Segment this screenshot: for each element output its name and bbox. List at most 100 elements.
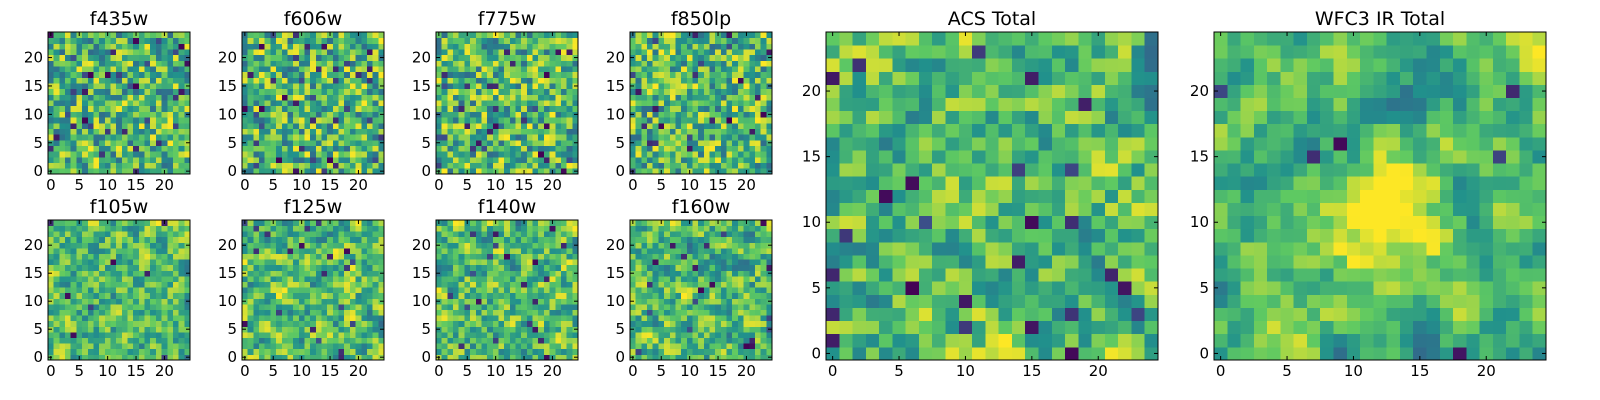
heatmap-cell xyxy=(839,320,853,335)
heatmap-cell xyxy=(59,32,66,39)
heatmap-cell xyxy=(709,134,716,141)
heatmap-cell xyxy=(138,49,145,56)
heatmap-cell xyxy=(1091,110,1106,125)
heatmap-cell xyxy=(310,100,317,107)
heatmap-cell xyxy=(566,139,573,146)
y-tick-label: 20 xyxy=(218,49,237,67)
heatmap-cell xyxy=(985,202,1000,217)
heatmap-cell xyxy=(372,151,379,158)
heatmap-cell xyxy=(298,264,305,271)
heatmap-cell xyxy=(304,354,311,361)
heatmap-cell xyxy=(498,168,505,175)
heatmap-cell xyxy=(1118,346,1132,361)
heatmap-cell xyxy=(647,88,654,95)
heatmap-cell xyxy=(332,156,339,164)
heatmap-cell xyxy=(515,156,522,164)
heatmap-cell xyxy=(144,337,151,344)
heatmap-cell xyxy=(70,151,77,158)
heatmap-cell xyxy=(259,259,266,266)
heatmap-cell xyxy=(560,49,568,56)
heatmap-cell xyxy=(184,88,191,95)
heatmap-cell xyxy=(276,231,283,238)
heatmap-cell xyxy=(509,281,516,288)
heatmap-cell xyxy=(242,231,249,238)
heatmap-cell xyxy=(344,248,351,254)
heatmap-cell xyxy=(1091,307,1106,322)
heatmap-cell xyxy=(372,281,379,288)
heatmap-cell xyxy=(572,94,579,101)
heatmap-cell xyxy=(669,71,676,78)
heatmap-cell xyxy=(104,231,111,238)
heatmap-cell xyxy=(572,105,579,112)
heatmap-cell xyxy=(720,37,727,44)
heatmap-cell xyxy=(709,66,716,73)
heatmap-cell xyxy=(652,71,659,78)
heatmap-cell xyxy=(470,94,477,101)
heatmap-cell xyxy=(270,122,277,129)
heatmap-cell xyxy=(538,304,545,310)
heatmap-cell xyxy=(110,348,117,355)
heatmap-cell xyxy=(945,215,960,230)
heatmap-cell xyxy=(958,215,973,230)
heatmap-cell xyxy=(76,37,83,44)
heatmap-cell xyxy=(293,83,300,90)
heatmap-cell xyxy=(447,117,454,124)
heatmap-cell xyxy=(664,162,671,169)
heatmap-cell xyxy=(366,139,374,146)
heatmap-cell xyxy=(635,128,642,135)
heatmap-cell xyxy=(1104,176,1119,190)
heatmap-cell xyxy=(515,77,522,84)
heatmap-cell xyxy=(681,37,688,44)
heatmap-cell xyxy=(155,83,162,90)
heatmap-cell xyxy=(293,281,300,288)
heatmap-cell xyxy=(492,105,499,112)
heatmap-cell xyxy=(1131,294,1146,308)
heatmap-cell xyxy=(372,100,379,107)
heatmap-cell xyxy=(839,241,853,256)
heatmap-cell xyxy=(259,348,266,355)
heatmap-cell xyxy=(470,128,477,135)
heatmap-cell xyxy=(127,270,134,277)
heatmap-cell xyxy=(361,94,368,101)
heatmap-cell xyxy=(487,134,494,141)
heatmap-cell xyxy=(1011,163,1026,177)
heatmap-cell xyxy=(436,49,443,56)
heatmap-cell xyxy=(532,332,539,338)
heatmap-cell xyxy=(76,49,83,56)
heatmap-cell xyxy=(155,220,162,226)
heatmap-cell xyxy=(504,122,511,129)
heatmap-cell xyxy=(538,168,545,175)
heatmap-cell xyxy=(76,337,83,344)
heatmap-cell xyxy=(349,259,356,266)
heatmap-cell xyxy=(338,242,345,249)
heatmap-cell xyxy=(635,162,642,169)
heatmap-cell xyxy=(918,215,933,230)
heatmap-cell xyxy=(116,348,123,355)
heatmap-cell xyxy=(372,49,379,56)
heatmap-cell xyxy=(82,145,89,152)
heatmap-cell xyxy=(178,292,185,299)
heatmap-cell xyxy=(481,77,488,84)
heatmap-cell xyxy=(839,281,853,295)
heatmap-cell xyxy=(247,66,254,73)
heatmap-cell xyxy=(121,337,128,344)
heatmap-cell xyxy=(1118,202,1132,217)
heatmap-cell xyxy=(270,71,277,78)
heatmap-cell xyxy=(572,71,579,78)
heatmap-cell xyxy=(487,139,494,146)
heatmap-cell xyxy=(127,287,134,294)
heatmap-cell xyxy=(247,162,254,169)
heatmap-cell xyxy=(155,248,162,254)
heatmap-cell xyxy=(327,276,334,282)
heatmap-cell xyxy=(743,54,750,61)
heatmap-cell xyxy=(538,151,545,158)
heatmap-cell xyxy=(355,66,362,73)
heatmap-cell xyxy=(504,151,511,158)
heatmap-cell xyxy=(116,32,123,39)
heatmap-cell xyxy=(892,215,907,230)
heatmap-cell xyxy=(630,105,637,112)
heatmap-cell xyxy=(276,168,283,175)
heatmap-cell xyxy=(1091,136,1106,151)
heatmap-cell xyxy=(686,139,693,146)
heatmap-cell xyxy=(172,54,180,61)
